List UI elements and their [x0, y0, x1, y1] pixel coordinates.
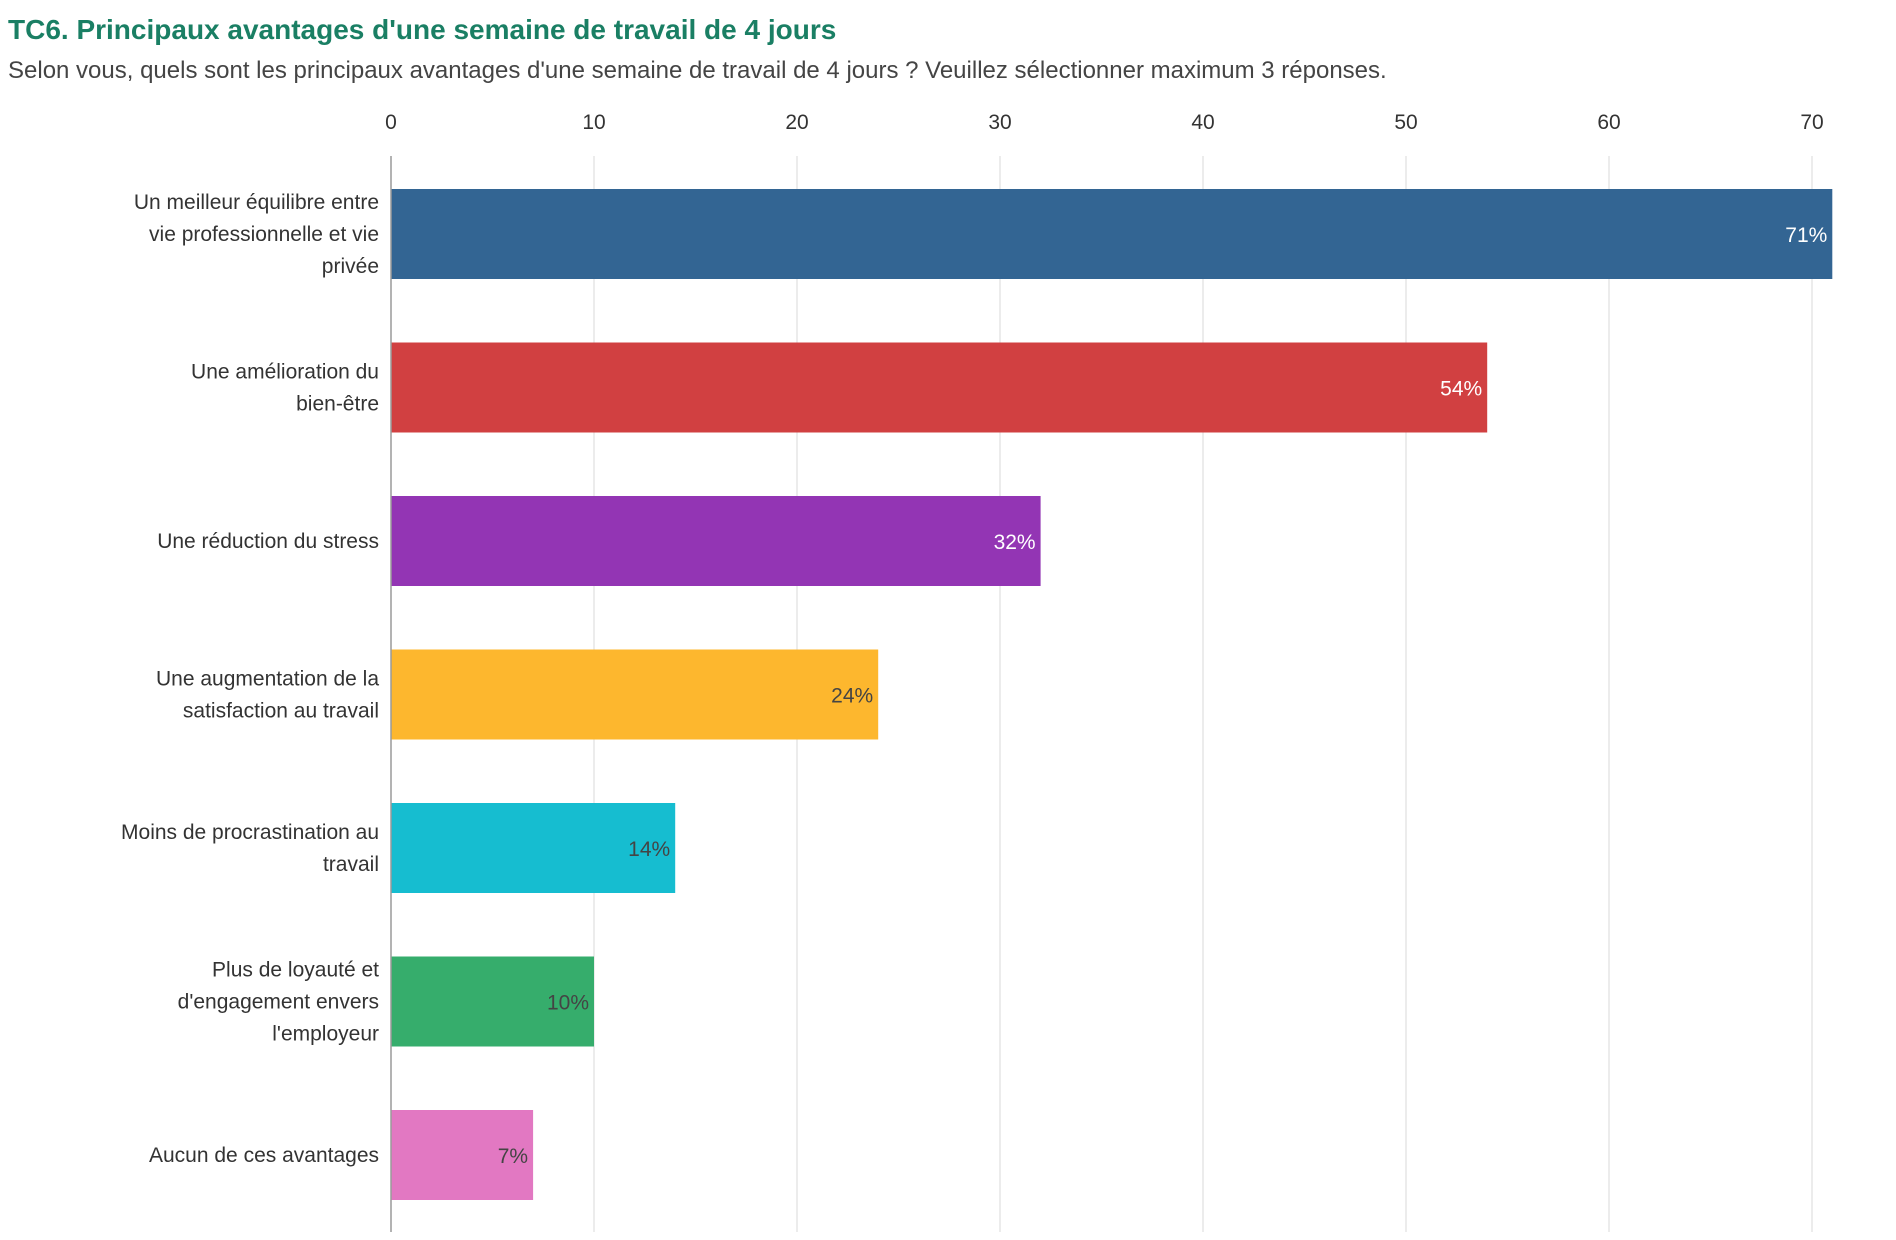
category-label: satisfaction au travail: [183, 700, 379, 723]
category-label: bien-être: [296, 393, 379, 416]
bar: [391, 189, 1833, 279]
chart-title: TC6. Principaux avantages d'une semaine …: [8, 14, 837, 45]
bar: [391, 496, 1041, 586]
category-label: Un meilleur équilibre entre: [134, 191, 379, 214]
bar-value-label: 7%: [498, 1145, 528, 1168]
x-tick-label: 60: [1597, 111, 1620, 134]
x-tick-label: 40: [1191, 111, 1214, 134]
category-label: Aucun de ces avantages: [149, 1144, 379, 1167]
x-tick-label: 70: [1800, 111, 1823, 134]
chart-subtitle: Selon vous, quels sont les principaux av…: [8, 57, 1387, 84]
x-tick-label: 0: [385, 111, 397, 134]
bar-value-label: 54%: [1440, 378, 1482, 401]
category-label: Une augmentation de la: [156, 668, 379, 691]
x-tick-label: 30: [988, 111, 1011, 134]
bar: [391, 803, 676, 893]
category-label: l'employeur: [272, 1023, 379, 1046]
category-label: Plus de loyauté et: [212, 959, 379, 982]
bar-value-label: 24%: [831, 685, 873, 708]
bar: [391, 956, 594, 1047]
bar: [391, 649, 879, 740]
x-tick-label: 20: [785, 111, 808, 134]
bar: [391, 342, 1488, 433]
bar-value-label: 14%: [628, 838, 670, 861]
x-tick-label: 50: [1394, 111, 1417, 134]
x-tick-label: 10: [582, 111, 605, 134]
category-label: d'engagement envers: [178, 991, 379, 1014]
category-label: travail: [323, 853, 379, 876]
bar: [391, 1110, 534, 1200]
bar-value-label: 10%: [547, 992, 589, 1015]
bar-value-label: 71%: [1785, 224, 1827, 247]
category-label: vie professionnelle et vie: [149, 223, 379, 246]
category-label: Moins de procrastination au: [121, 821, 379, 844]
category-label: privée: [322, 255, 379, 278]
category-label: Une amélioration du: [191, 361, 379, 384]
bar-value-label: 32%: [994, 531, 1036, 554]
category-label: Une réduction du stress: [157, 530, 379, 553]
